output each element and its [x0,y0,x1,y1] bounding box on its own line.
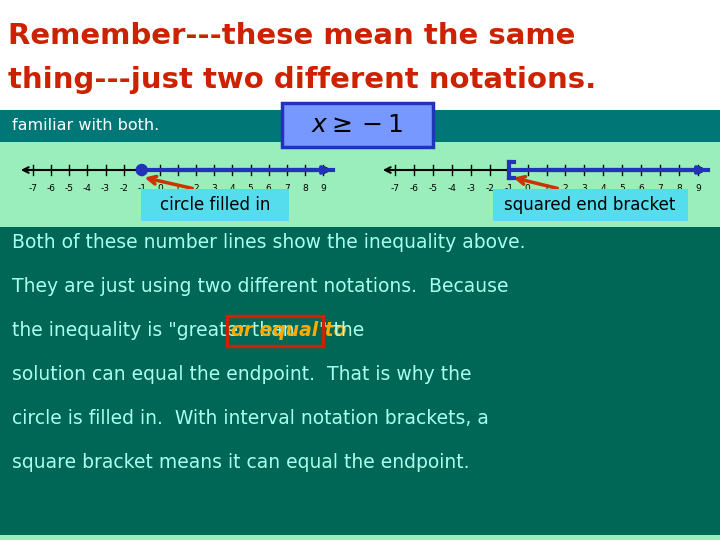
Text: the inequality is "greater than: the inequality is "greater than [12,321,300,340]
Text: circle is filled in.  With interval notation brackets, a: circle is filled in. With interval notat… [12,408,489,428]
Text: -1: -1 [138,184,146,193]
FancyBboxPatch shape [0,0,720,110]
Text: 3: 3 [582,184,588,193]
Text: circle filled in: circle filled in [160,196,270,214]
Text: -4: -4 [83,184,92,193]
Text: -7: -7 [390,184,400,193]
Text: -7: -7 [29,184,37,193]
Circle shape [136,165,148,176]
Text: -6: -6 [410,184,418,193]
Text: squared end bracket: squared end bracket [504,196,675,214]
Text: 6: 6 [266,184,271,193]
Text: 7: 7 [284,184,289,193]
FancyBboxPatch shape [141,189,289,221]
Text: -5: -5 [428,184,437,193]
Text: " the: " the [319,321,364,340]
Text: 4: 4 [230,184,235,193]
Text: 0: 0 [157,184,163,193]
Text: -3: -3 [101,184,110,193]
Text: 7: 7 [657,184,663,193]
Text: 8: 8 [676,184,682,193]
Text: Both of these number lines show the inequality above.: Both of these number lines show the ineq… [12,233,526,252]
Text: or equal to: or equal to [231,321,347,340]
Text: solution can equal the endpoint.  That is why the: solution can equal the endpoint. That is… [12,364,472,383]
Text: -2: -2 [120,184,128,193]
Text: -6: -6 [47,184,55,193]
Text: -3: -3 [467,184,475,193]
Text: 8: 8 [302,184,307,193]
FancyBboxPatch shape [0,110,720,142]
Text: -5: -5 [65,184,73,193]
FancyBboxPatch shape [492,189,688,221]
FancyBboxPatch shape [0,227,720,535]
Text: 9: 9 [320,184,326,193]
Text: Remember---these mean the same: Remember---these mean the same [8,22,575,50]
Text: 5: 5 [248,184,253,193]
Text: 3: 3 [212,184,217,193]
Text: 1: 1 [175,184,181,193]
Text: $x \geq -1$: $x \geq -1$ [311,113,403,137]
Text: square bracket means it can equal the endpoint.: square bracket means it can equal the en… [12,453,469,471]
Text: 4: 4 [600,184,606,193]
Text: -4: -4 [447,184,456,193]
Text: 2: 2 [193,184,199,193]
FancyBboxPatch shape [282,103,433,147]
Text: 5: 5 [619,184,625,193]
Text: -2: -2 [485,184,494,193]
Text: -1: -1 [504,184,513,193]
Text: familiar with both.: familiar with both. [12,118,159,133]
Text: 6: 6 [639,184,644,193]
Text: thing---just two different notations.: thing---just two different notations. [8,66,596,94]
Text: 2: 2 [562,184,568,193]
Text: 0: 0 [525,184,531,193]
Text: 1: 1 [544,184,549,193]
Text: 9: 9 [695,184,701,193]
Text: They are just using two different notations.  Because: They are just using two different notati… [12,276,508,295]
